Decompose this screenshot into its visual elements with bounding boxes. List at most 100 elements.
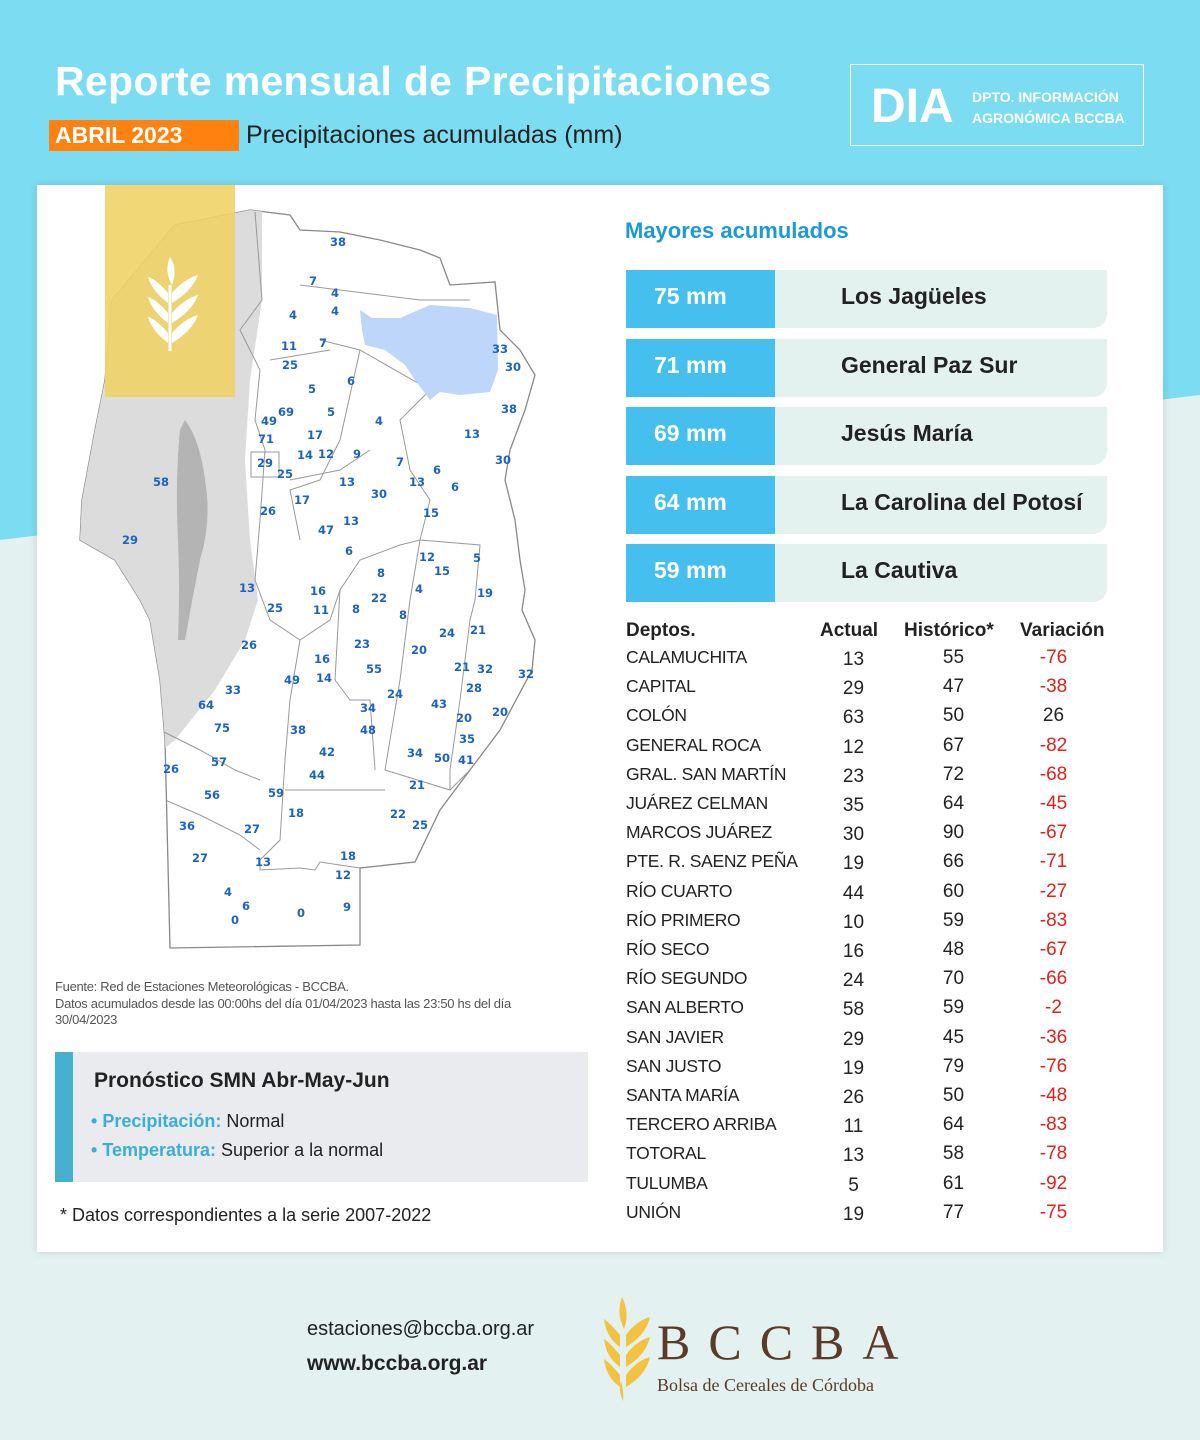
variation-value: -45 [1039,793,1068,814]
top-station-name: La Cautiva [775,544,1107,602]
station-value: 13 [339,475,355,489]
table-row: CAPITAL 29 47 -38 [626,676,1126,705]
variation-value: -27 [1039,880,1068,902]
dept-name: RÍO CUARTO [626,880,733,901]
station-value: 30 [505,360,521,374]
table-row: RÍO SEGUNDO 24 70 -66 [626,968,1126,997]
actual-value: 11 [843,1116,864,1138]
forecast-precipitation: • Precipitación: Normal [91,1111,285,1131]
top-station-name: General Paz Sur [775,338,1107,397]
station-value: 25 [282,358,298,372]
actual-value: 10 [842,911,865,933]
variation-value: -67 [1039,822,1068,844]
actual-value: 16 [842,941,865,962]
station-value: 69 [278,405,294,419]
variation-value: -78 [1039,1143,1068,1165]
station-value: 17 [294,493,310,507]
dept-name: UNIÓN [626,1201,681,1222]
table-row: JUÁREZ CELMAN 35 64 -45 [626,793,1126,822]
actual-value: 19 [842,1203,865,1225]
variation-value: -92 [1039,1172,1068,1194]
dept-name: SAN JUSTO [626,1055,722,1076]
station-value: 12 [318,447,334,461]
historic-value: 70 [942,968,965,990]
station-value: 8 [377,566,385,580]
historic-value: 66 [942,851,965,873]
dept-name: MARCOS JUÁREZ [626,822,772,843]
historic-value: 77 [942,1201,965,1223]
table-row: TERCERO ARRIBA 11 64 -83 [626,1114,1126,1143]
station-value: 9 [353,447,361,461]
top-station-row: 69 mm Jesús María [626,407,1107,465]
wheat-logo-icon [604,1297,650,1401]
col-header-actual: Actual [820,620,879,641]
dept-name: COLÓN [626,705,687,726]
station-value: 21 [409,778,425,792]
actual-value: 63 [842,707,865,729]
actual-value: 19 [842,1057,865,1079]
station-value: 55 [366,662,382,676]
top-station-mm: 71 mm [626,338,775,397]
actual-value: 13 [842,649,865,670]
table-row: COLÓN 63 50 26 [626,705,1126,734]
historic-value: 64 [942,1114,965,1136]
historic-value: 58 [942,1143,965,1165]
station-value: 30 [371,487,387,501]
station-value: 6 [433,463,441,477]
top-station-row: 64 mm La Carolina del Potosí [626,475,1107,534]
station-value: 8 [352,602,360,616]
station-value: 26 [163,762,179,776]
station-value: 13 [409,475,425,489]
dept-name: RÍO SEGUNDO [626,968,748,989]
top-station-name: La Carolina del Potosí [775,475,1107,534]
page-title: Reporte mensual de Precipitaciones [55,58,772,104]
top-station-mm: 59 mm [626,544,775,602]
station-value: 41 [458,753,474,767]
variation-value: -2 [1045,997,1062,1019]
forecast-value: Superior a la normal [221,1140,384,1160]
station-value: 25 [412,818,428,832]
table-row: PTE. R. SAENZ PEÑA 19 66 -71 [626,851,1126,880]
actual-value: 23 [842,765,865,787]
historic-value: 79 [942,1055,965,1077]
variation-value: 26 [1042,705,1065,727]
forecast-value: Normal [226,1111,285,1131]
station-value: 20 [411,643,427,657]
variation-value: -66 [1039,968,1068,990]
actual-value: 58 [842,999,865,1021]
dept-name: SAN ALBERTO [626,997,744,1018]
dia-line1: DPTO. INFORMACIÓN [972,89,1119,105]
station-value: 64 [198,698,214,712]
table-row: RÍO CUARTO 44 60 -27 [626,881,1126,910]
table-row: SANTA MARÍA 26 50 -48 [626,1085,1126,1114]
station-value: 24 [439,626,455,640]
station-value: 44 [309,768,325,782]
station-value: 71 [258,432,274,446]
station-value: 15 [423,506,439,520]
wheat-icon [148,257,198,351]
historic-value: 55 [942,647,965,668]
station-value: 12 [419,550,435,564]
table-row: TULUMBA 5 61 -92 [626,1173,1126,1202]
station-value: 19 [477,586,493,600]
variation-value: -82 [1039,734,1068,756]
contact-email[interactable]: estaciones@bccba.org.ar [307,1318,535,1340]
dia-line2: AGRONÓMICA BCCBA [972,110,1125,126]
historic-value: 67 [942,734,965,756]
station-value: 0 [297,906,305,920]
dept-name: TULUMBA [626,1172,708,1193]
station-value: 57 [211,755,227,769]
table-row: SAN ALBERTO 58 59 -2 [626,997,1126,1026]
station-value: 25 [267,601,283,615]
source-line1: Fuente: Red de Estaciones Meteorológicas… [55,979,349,994]
historic-value: 61 [942,1172,965,1194]
website-link[interactable]: www.bccba.org.ar [307,1352,488,1375]
actual-value: 24 [842,970,865,992]
station-value: 27 [192,851,208,865]
historic-value: 50 [942,1085,965,1106]
dia-logo-text: DIA [871,80,954,133]
station-value: 38 [501,402,517,416]
top-station-row: 71 mm General Paz Sur [626,338,1107,397]
station-value: 6 [451,480,459,494]
top-station-mm: 64 mm [626,475,775,534]
